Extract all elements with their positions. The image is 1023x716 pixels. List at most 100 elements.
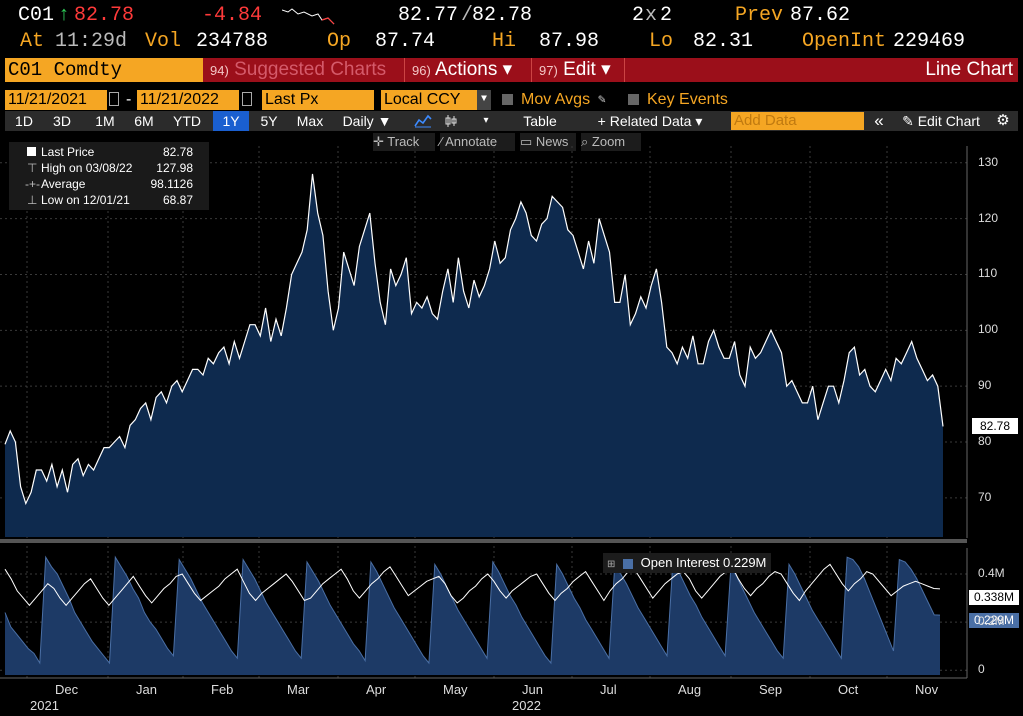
zoom-label: Zoom [591,134,626,149]
zoom-icon: ⌕ [581,134,592,149]
oi-line-tag: 0.338M [969,590,1019,605]
high-marker-icon: ⊤ [27,161,38,175]
pencil-icon: ✎ [902,113,914,129]
legend-label: High on 03/08/22 [41,161,133,175]
period-select[interactable]: Daily ▼ [342,113,392,129]
high-label: Hi [492,30,517,53]
gear-icon[interactable]: ⚙ [996,112,1010,129]
open-label: Op [327,30,352,53]
chart-type-title: Line Chart [925,59,1013,80]
bid-size: 2 [632,4,645,27]
dropdown-arrow-icon[interactable]: ▼ [477,90,491,110]
calendar-icon[interactable] [242,92,252,106]
legend-value: 68.87 [162,193,193,207]
news-tool[interactable]: ▭ News [520,133,576,151]
x-tick-label: Mar [287,682,310,697]
actions-number: 96) [412,63,431,78]
open-interest-legend: ⊞ Open Interest 0.229M [603,553,771,573]
collapse-icon[interactable]: « [874,111,884,130]
net-change: -4.84 [202,4,263,27]
checkbox-icon [628,94,639,106]
zoom-tool[interactable]: ⌕ Zoom [581,133,641,151]
x-tick-label: Feb [211,682,234,697]
year-label: 2021 [30,698,59,713]
open-interest-area [5,557,940,675]
suggested-charts-label: Suggested Charts [234,59,387,80]
add-data-input[interactable]: Add Data [731,112,864,130]
candlestick-icon[interactable] [439,111,463,131]
chart-style-dropdown-icon[interactable]: ▾ [483,115,489,126]
oi-tick-label: 0 [978,662,985,677]
pencil-icon[interactable]: ✎ [598,92,606,107]
legend-value: 82.78 [162,145,193,159]
track-tool[interactable]: ✛ Track [373,133,435,151]
suggested-charts-number: 94) [210,63,229,78]
suggested-charts-menu[interactable]: 94) Suggested Charts [210,58,386,82]
line-chart-icon[interactable] [409,111,437,131]
edit-chart-button[interactable]: ✎ Edit Chart [893,111,989,131]
expand-icon[interactable]: ⊞ [607,559,616,570]
end-date-field[interactable]: 11/21/2022 [137,90,239,110]
actions-menu[interactable]: 96) Actions ▾ [412,58,512,82]
range-button-3d[interactable]: 3D [53,113,71,129]
mov-avgs-toggle[interactable]: Mov Avgs [502,90,590,110]
annotate-tool[interactable]: ⁄ Annotate [440,133,515,151]
swatch-icon [27,147,36,156]
legend-label: Low on 12/01/21 [41,193,130,207]
menu-divider [404,58,405,82]
range-button-5y[interactable]: 5Y [260,113,278,129]
ask-price: 82.78 [472,4,533,27]
actions-label: Actions ▾ [435,59,513,80]
range-button-6m[interactable]: 6M [134,113,154,129]
security-field[interactable]: C01 Comdty [5,58,203,82]
field-select[interactable]: Last Px [262,90,374,110]
panel-divider[interactable] [0,539,967,543]
size-separator: x [645,4,658,27]
ticker: C01 [18,4,55,27]
prev-value: 87.62 [790,4,851,27]
y-tick-label: 90 [978,378,992,393]
low-value: 82.31 [693,30,754,53]
high-value: 87.98 [539,30,600,53]
legend-row: Last Price 82.78 [9,144,209,160]
range-button-ytd[interactable]: YTD [173,113,201,129]
sparkline-icon [282,8,335,25]
range-button-1m[interactable]: 1M [95,113,115,129]
price-area [5,173,943,537]
open-value: 87.74 [375,30,436,53]
table-button[interactable]: Table [523,113,557,129]
oi-tick-label: 0.2M [978,614,1005,629]
y-tick-label: 120 [978,210,999,225]
key-events-toggle[interactable]: Key Events [628,90,728,110]
edit-chart-label: Edit Chart [917,113,980,129]
ask-size: 2 [660,4,673,27]
x-tick-label: Sep [759,682,783,697]
menu-divider [624,58,625,82]
x-tick-label: Jan [136,682,157,697]
edit-number: 97) [539,63,558,78]
open-interest-legend-label: Open Interest 0.229M [640,555,767,570]
edit-menu[interactable]: 97) Edit ▾ [539,58,611,82]
news-icon: ▭ [520,134,536,149]
y-tick-label: 110 [978,266,998,281]
up-arrow-icon: ↑ [58,4,71,27]
x-tick-label: Nov [915,682,939,697]
crosshair-icon: ✛ [373,134,388,149]
legend-value: 98.1126 [150,177,194,191]
vol-label: Vol [145,30,182,53]
range-button-1d[interactable]: 1D [15,113,33,129]
range-button-max[interactable]: Max [296,113,324,129]
x-tick-label: Oct [838,682,859,697]
calendar-icon[interactable] [109,92,119,106]
related-data-button[interactable]: + Related Data ▾ [597,113,703,129]
openint-value: 229469 [893,30,966,53]
currency-select[interactable]: Local CCY [381,90,477,110]
start-date-field[interactable]: 11/21/2021 [5,90,107,110]
vol-value: 234788 [196,30,269,53]
x-tick-label: Dec [55,682,79,697]
bid-ask-separator: / [461,4,474,27]
edit-label: Edit ▾ [563,59,611,80]
open-interest-area-edge [4,555,941,665]
range-button-1y[interactable]: 1Y [213,111,249,131]
